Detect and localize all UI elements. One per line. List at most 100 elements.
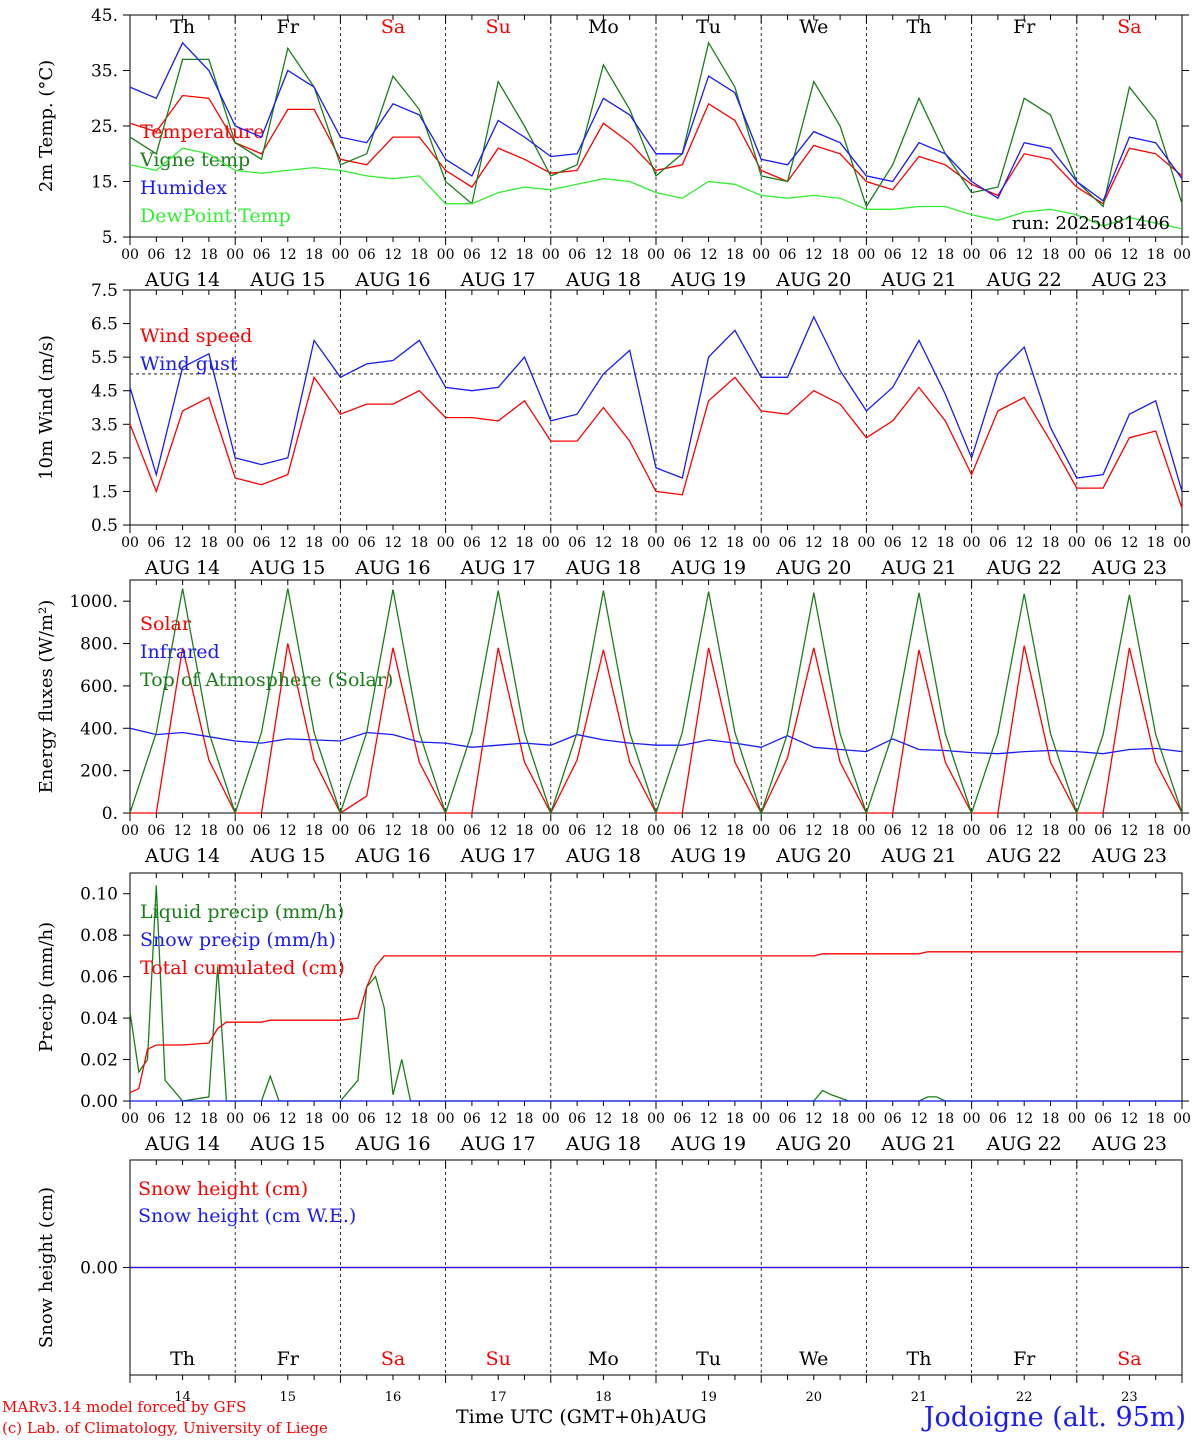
hour-tick-label: 12 (174, 247, 192, 263)
hour-tick-label: 12 (700, 823, 718, 839)
legend-label: Wind gust (140, 353, 238, 375)
day-number-label: 17 (490, 1390, 507, 1405)
y-tick-label: 1.5 (91, 482, 118, 502)
weekday-label: Th (907, 1348, 932, 1370)
y-tick-label: 5. (102, 228, 118, 248)
hour-tick-label: 06 (358, 823, 376, 839)
hour-tick-label: 00 (226, 823, 244, 839)
hour-tick-label: 12 (910, 247, 928, 263)
hour-tick-label: 12 (174, 823, 192, 839)
weekday-label: Tu (696, 1348, 721, 1370)
hour-tick-label: 06 (884, 247, 902, 263)
hour-tick-label: 18 (726, 823, 744, 839)
hour-tick-label: 06 (463, 535, 481, 551)
legend-label: Total cumulated (cm) (140, 957, 345, 979)
hour-tick-label: 00 (437, 247, 455, 263)
day-number-label: 21 (911, 1390, 928, 1405)
day-number-label: 19 (700, 1390, 717, 1405)
day-number-label: 18 (595, 1390, 612, 1405)
y-tick-label: 4.5 (91, 382, 118, 402)
energy-flux-panel: 0. 200. 400. 600. 800. 1000. Energy fluxes (W/… (36, 579, 1191, 867)
hour-tick-label: 18 (621, 535, 639, 551)
date-label: AUG 19 (670, 845, 746, 867)
day-number-label: 15 (280, 1390, 297, 1405)
date-label: AUG 15 (249, 845, 325, 867)
hour-tick-label: 12 (174, 1111, 192, 1127)
y-tick-label: 2.5 (91, 449, 118, 469)
legend-label: Infrared (140, 641, 220, 663)
hour-tick-label: 00 (1173, 823, 1191, 839)
hour-tick-label: 06 (779, 535, 797, 551)
hour-tick-label: 06 (673, 1111, 691, 1127)
hour-tick-label: 18 (1042, 535, 1060, 551)
hour-tick-label: 18 (200, 247, 218, 263)
hour-tick-label: 06 (253, 1111, 271, 1127)
hour-tick-label: 06 (568, 1111, 586, 1127)
hour-tick-label: 18 (305, 535, 323, 551)
hour-tick-label: 00 (1173, 535, 1191, 551)
hour-tick-label: 12 (1015, 247, 1033, 263)
hour-tick-label: 18 (831, 1111, 849, 1127)
y-tick-label: 0.10 (80, 885, 118, 905)
hour-tick-label: 18 (1042, 823, 1060, 839)
hour-tick-label: 06 (147, 823, 165, 839)
date-label: AUG 20 (775, 557, 851, 579)
snow-height-panel: 0.00 Snow height (cm) Th Fr Sa Su Mo Tu We Th Fr Sa… (36, 1159, 1189, 1405)
day-number-label: 23 (1121, 1390, 1138, 1405)
y-tick-label: 0.00 (80, 1259, 118, 1279)
y-tick-label: 0.00 (80, 1092, 118, 1112)
hour-tick-label: 06 (463, 1111, 481, 1127)
hour-tick-label: 12 (805, 1111, 823, 1127)
date-label: AUG 19 (670, 557, 746, 579)
hour-tick-label: 18 (1042, 1111, 1060, 1127)
day-number-label: 16 (385, 1390, 402, 1405)
hour-tick-label: 12 (700, 535, 718, 551)
weekday-label: Su (486, 16, 511, 38)
y-axis-label: 10m Wind (m/s) (36, 335, 57, 480)
y-axis-label: Precip (mm/h) (36, 922, 57, 1052)
y-tick-label: 7.5 (91, 281, 118, 301)
hour-tick-label: 00 (542, 247, 560, 263)
hour-tick-label: 00 (963, 535, 981, 551)
hour-tick-label: 12 (1015, 535, 1033, 551)
series-line (129, 41, 1183, 202)
hour-tick-label: 18 (1042, 247, 1060, 263)
hour-tick-label: 06 (673, 247, 691, 263)
date-label: AUG 18 (565, 1133, 641, 1155)
hour-tick-label: 00 (542, 535, 560, 551)
hour-tick-label: 18 (726, 535, 744, 551)
date-label: AUG 23 (1091, 269, 1167, 291)
date-label: AUG 16 (354, 1133, 430, 1155)
hour-tick-label: 12 (910, 823, 928, 839)
y-tick-label: 3.5 (91, 415, 118, 435)
weekday-label: We (799, 1348, 828, 1370)
hour-tick-label: 06 (358, 1111, 376, 1127)
y-tick-label: 200. (80, 762, 118, 782)
hour-tick-label: 00 (1068, 535, 1086, 551)
weekday-label: Th (907, 16, 932, 38)
hour-tick-label: 00 (121, 1111, 139, 1127)
date-label: AUG 14 (144, 269, 220, 291)
weekday-label: Sa (381, 1348, 405, 1370)
series-line (129, 94, 1183, 205)
y-tick-label: 0.06 (80, 968, 118, 988)
hour-tick-label: 18 (200, 1111, 218, 1127)
date-label: AUG 20 (775, 269, 851, 291)
hour-tick-label: 12 (489, 247, 507, 263)
date-label: AUG 14 (144, 557, 220, 579)
weekday-label: Th (170, 16, 195, 38)
date-label: AUG 22 (986, 1133, 1062, 1155)
hour-tick-label: 00 (752, 247, 770, 263)
temperature-panel: 5. 15. 25. 35. 45. 2m Temp. (°C) 00 06 12 18 AUG 1… (36, 6, 1191, 291)
model-credit: MARv3.14 model forced by GFS (2, 1398, 247, 1416)
date-label: AUG 21 (880, 845, 956, 867)
date-label: AUG 22 (986, 269, 1062, 291)
hour-tick-label: 06 (1094, 1111, 1112, 1127)
hour-tick-label: 18 (410, 1111, 428, 1127)
date-label: AUG 18 (565, 557, 641, 579)
hour-tick-label: 18 (936, 535, 954, 551)
day-number-label: 14 (174, 1390, 191, 1405)
legend-label: Temperature (140, 121, 264, 143)
hour-tick-label: 18 (516, 1111, 534, 1127)
hour-tick-label: 00 (1068, 247, 1086, 263)
